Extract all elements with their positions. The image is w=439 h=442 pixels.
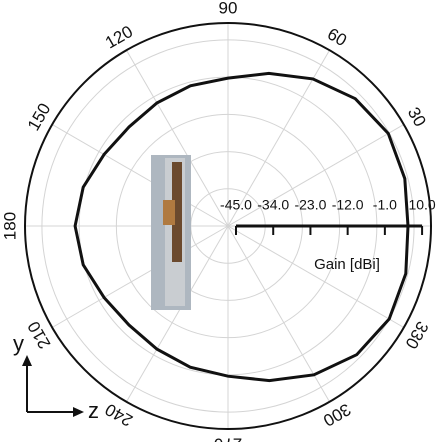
grid-spoke [51, 124, 229, 227]
radial-axis-label: Gain [dBi] [314, 256, 380, 273]
radial-tick-label: -34.0 [257, 197, 289, 213]
theta-tick-label: 0 [437, 221, 439, 230]
theta-tick-label: 270 [214, 435, 242, 442]
gain-curve [73, 71, 410, 383]
radial-tick-label: 10.0 [408, 197, 435, 213]
radial-tick-label: -23.0 [294, 197, 326, 213]
theta-tick-label: 60 [324, 24, 350, 50]
coordinate-axes [22, 355, 84, 417]
radial-tick-label: -12.0 [332, 197, 364, 213]
grid-spoke [126, 49, 229, 227]
radial-tick-label: -45.0 [220, 197, 252, 213]
grid-spoke [227, 124, 405, 227]
axis-label-z: z [88, 398, 99, 423]
grid-spoke [227, 225, 405, 328]
theta-tick-label: 90 [219, 0, 238, 17]
grid-spoke [51, 225, 229, 328]
radial-tick-label: -1.0 [373, 197, 397, 213]
theta-tick-label: 180 [0, 212, 19, 240]
theta-tick-label: 30 [404, 104, 430, 130]
axis-label-y: y [13, 331, 24, 356]
grid-spoke [126, 225, 229, 403]
outer-circle [24, 22, 432, 430]
antenna-photo [151, 155, 191, 310]
grid-spoke [227, 225, 330, 403]
